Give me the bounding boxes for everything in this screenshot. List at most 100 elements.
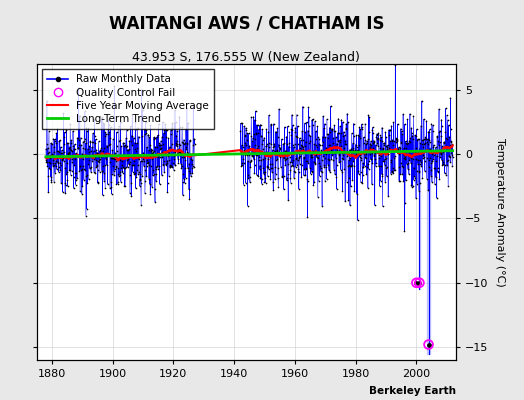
- Point: [447, 138, 455, 144]
- Point: [42, 146, 50, 152]
- Point: [317, 149, 325, 155]
- Point: [282, 150, 290, 157]
- Point: [253, 122, 261, 128]
- Point: [64, 151, 72, 157]
- Point: [183, 164, 192, 171]
- Point: [118, 158, 127, 164]
- Point: [316, 150, 324, 157]
- Point: [148, 147, 156, 154]
- Point: [51, 163, 60, 170]
- Point: [86, 164, 94, 171]
- Point: [168, 124, 176, 131]
- Point: [335, 152, 343, 158]
- Point: [339, 119, 347, 125]
- Point: [121, 165, 129, 171]
- Point: [148, 184, 156, 190]
- Point: [101, 129, 110, 136]
- Point: [125, 161, 134, 167]
- Point: [135, 156, 143, 162]
- Point: [346, 202, 354, 208]
- Point: [314, 141, 323, 147]
- Point: [96, 168, 104, 175]
- Point: [377, 138, 386, 144]
- Point: [125, 146, 133, 152]
- Point: [111, 157, 119, 164]
- Point: [103, 144, 112, 151]
- Point: [155, 140, 163, 146]
- Point: [72, 176, 80, 183]
- Point: [70, 146, 78, 152]
- Point: [111, 166, 119, 172]
- Point: [438, 123, 446, 129]
- Point: [373, 134, 381, 141]
- Point: [247, 147, 256, 153]
- Point: [82, 206, 91, 212]
- Point: [311, 150, 319, 157]
- Point: [125, 138, 134, 144]
- Point: [424, 187, 432, 193]
- Point: [424, 341, 433, 348]
- Point: [56, 153, 64, 159]
- Point: [165, 156, 173, 163]
- Point: [238, 150, 247, 157]
- Point: [89, 148, 97, 154]
- Point: [380, 156, 389, 163]
- Text: WAITANGI AWS / CHATHAM IS: WAITANGI AWS / CHATHAM IS: [108, 14, 384, 32]
- Point: [169, 156, 178, 162]
- Point: [391, 148, 400, 155]
- Point: [347, 146, 355, 152]
- Point: [341, 132, 349, 138]
- Point: [332, 186, 341, 192]
- Point: [342, 140, 350, 147]
- Point: [358, 172, 367, 178]
- Point: [337, 155, 346, 162]
- Point: [420, 136, 428, 142]
- Point: [272, 129, 280, 135]
- Point: [170, 120, 179, 126]
- Point: [412, 280, 421, 286]
- Point: [331, 128, 340, 135]
- Point: [424, 128, 433, 135]
- Point: [292, 155, 300, 161]
- Point: [107, 154, 116, 161]
- Point: [74, 145, 82, 151]
- Point: [336, 158, 344, 164]
- Point: [171, 119, 180, 126]
- Point: [71, 146, 79, 152]
- Point: [290, 169, 299, 176]
- Point: [333, 146, 342, 153]
- Point: [97, 145, 105, 151]
- Point: [325, 124, 334, 131]
- Point: [430, 149, 438, 155]
- Point: [168, 120, 177, 126]
- Point: [128, 142, 136, 148]
- Point: [304, 160, 312, 166]
- Point: [300, 166, 309, 172]
- Point: [392, 136, 401, 143]
- Point: [431, 150, 440, 156]
- Point: [433, 133, 441, 140]
- Point: [145, 134, 154, 140]
- Point: [397, 138, 405, 145]
- Point: [287, 132, 296, 138]
- Point: [356, 126, 365, 132]
- Point: [284, 160, 292, 167]
- Point: [134, 162, 142, 169]
- Point: [48, 151, 57, 158]
- Point: [370, 138, 379, 145]
- Point: [409, 113, 418, 119]
- Point: [393, 147, 401, 153]
- Point: [157, 144, 165, 151]
- Point: [257, 157, 266, 163]
- Point: [128, 168, 137, 175]
- Point: [440, 144, 448, 150]
- Point: [48, 151, 56, 157]
- Point: [162, 126, 171, 133]
- Point: [329, 134, 337, 141]
- Point: [302, 158, 311, 164]
- Point: [78, 182, 86, 189]
- Point: [167, 163, 176, 169]
- Point: [414, 148, 422, 154]
- Point: [300, 172, 308, 179]
- Point: [83, 146, 92, 152]
